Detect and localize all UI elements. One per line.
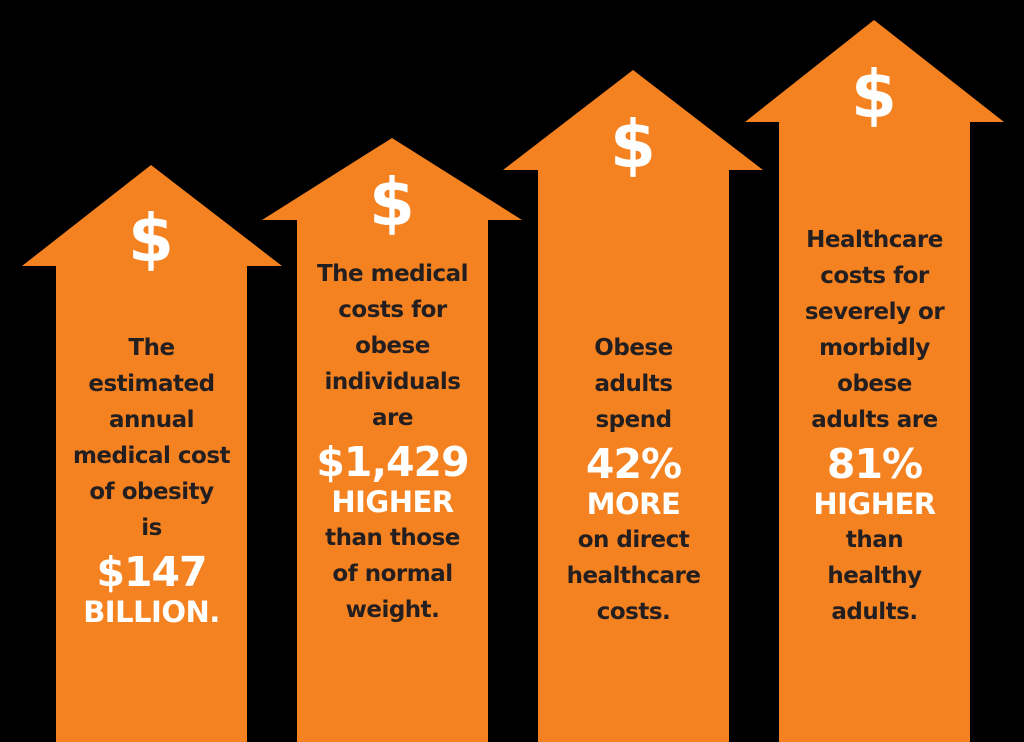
highlight-value: 81% [826, 440, 923, 488]
text-line: healthcare [566, 563, 701, 589]
text-line: medical cost [72, 443, 231, 469]
text-line: is [141, 515, 162, 541]
dollar-sign-icon: $ [128, 200, 174, 277]
text-line: adults [594, 371, 673, 397]
text-line: are [372, 405, 413, 431]
text-line: The [128, 335, 175, 361]
text-line: adults are [811, 407, 938, 433]
text-line: on direct [577, 527, 690, 553]
text-line: adults. [831, 599, 918, 625]
text-line: Obese [594, 335, 673, 361]
text-line: than those [325, 525, 460, 551]
arrow-3-text: Obese adults spend 42% MORE on direct he… [538, 330, 729, 630]
dollar-sign-icon: $ [851, 56, 897, 133]
arrow-1-text: The estimated annual medical cost of obe… [56, 330, 247, 630]
text-line: obese [355, 333, 430, 359]
text-line: The medical [316, 261, 469, 287]
highlight-caps: HIGHER [331, 485, 454, 519]
arrow-2-text: The medical costs for obese individuals … [297, 256, 488, 628]
text-line: than [845, 527, 904, 553]
text-line: obese [837, 371, 912, 397]
text-line: costs. [596, 599, 671, 625]
highlight-value: 42% [585, 440, 682, 488]
text-line: annual [108, 407, 195, 433]
arrow-4-text: Healthcare costs for severely or morbidl… [779, 222, 970, 630]
highlight-caps: MORE [586, 487, 681, 521]
text-line: Healthcare [806, 227, 943, 253]
highlight-caps: HIGHER [813, 487, 936, 521]
text-line: spend [595, 407, 672, 433]
text-line: healthy [827, 563, 922, 589]
highlight-value: $147 [96, 548, 207, 596]
highlight-caps: BILLION. [83, 595, 220, 629]
text-line: estimated [88, 371, 215, 397]
text-line: costs for [338, 297, 447, 323]
dollar-sign-icon: $ [369, 164, 415, 241]
text-line: severely or [804, 299, 945, 325]
text-line: of obesity [89, 479, 214, 505]
dollar-sign-icon: $ [610, 106, 656, 183]
highlight-value: $1,429 [316, 438, 469, 486]
text-line: costs for [820, 263, 929, 289]
text-line: individuals [324, 369, 461, 395]
text-line: weight. [345, 597, 440, 623]
arrow-shape-4 [745, 20, 1004, 742]
arrow-shape-2 [262, 138, 522, 742]
text-line: morbidly [819, 335, 930, 361]
arrow-shape-3 [503, 70, 763, 742]
arrow-shape-1 [22, 165, 282, 742]
text-line: of normal [332, 561, 453, 587]
